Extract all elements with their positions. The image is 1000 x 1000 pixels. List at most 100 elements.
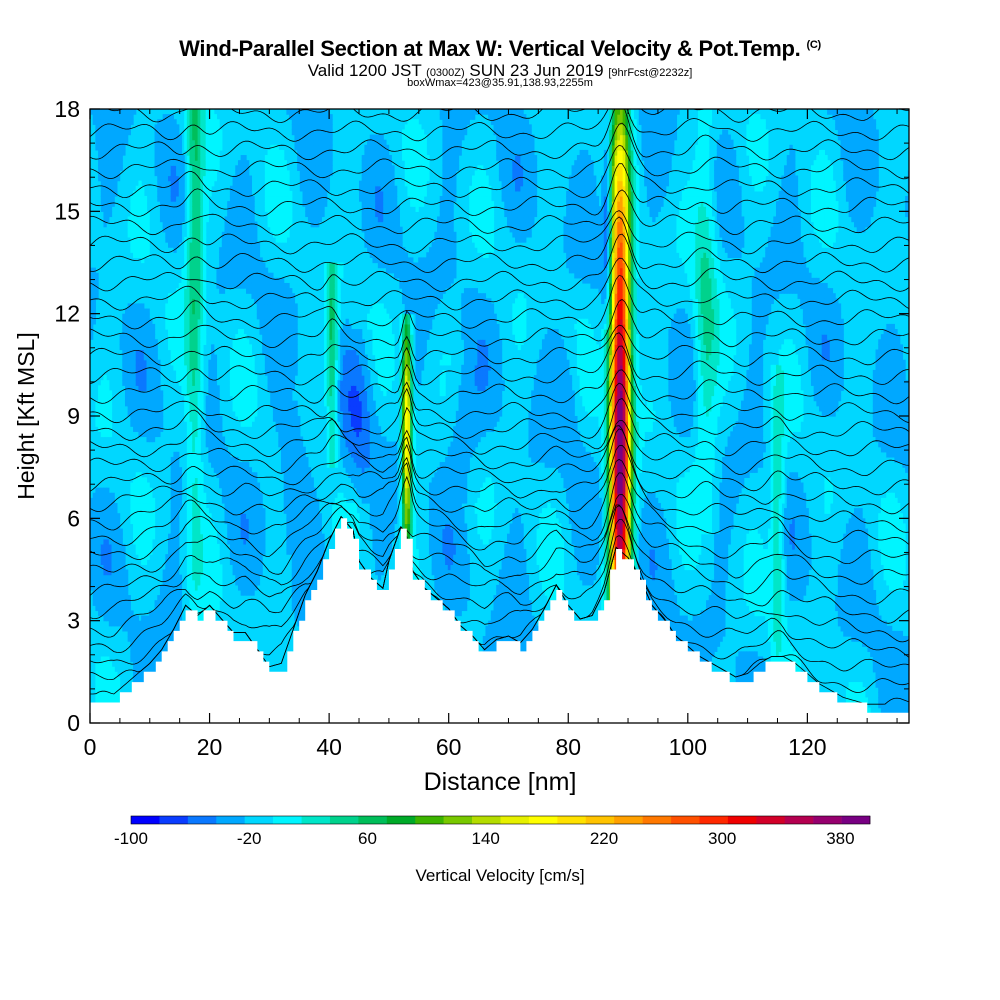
field-cell xyxy=(114,181,117,187)
field-cell xyxy=(117,677,120,683)
field-cell xyxy=(216,165,219,171)
field-cell xyxy=(152,324,155,330)
field-cell xyxy=(155,349,158,355)
field-cell xyxy=(254,396,257,402)
field-cell xyxy=(222,288,225,294)
field-cell xyxy=(176,554,179,560)
field-cell xyxy=(262,518,265,524)
field-cell xyxy=(152,334,155,340)
field-cell xyxy=(176,564,179,570)
field-cell xyxy=(206,206,209,212)
field-cell xyxy=(144,559,147,565)
field-cell xyxy=(198,416,201,422)
field-cell xyxy=(300,436,303,442)
field-cell xyxy=(211,344,214,350)
field-cell xyxy=(125,580,128,586)
field-cell xyxy=(289,288,292,294)
field-cell xyxy=(281,150,284,156)
field-cell xyxy=(294,319,297,325)
field-cell xyxy=(106,216,109,222)
field-cell xyxy=(176,124,179,130)
field-cell xyxy=(219,416,222,422)
field-cell xyxy=(144,206,147,212)
field-cell xyxy=(208,191,211,197)
field-cell xyxy=(211,181,214,187)
field-cell xyxy=(122,150,125,156)
field-cell xyxy=(216,119,219,125)
field-cell xyxy=(219,129,222,135)
field-cell xyxy=(254,380,257,386)
field-cell xyxy=(125,575,128,581)
field-cell xyxy=(203,247,206,253)
field-cell xyxy=(112,667,115,673)
field-cell xyxy=(179,590,182,596)
field-cell xyxy=(216,406,219,412)
field-cell xyxy=(200,483,203,489)
field-cell xyxy=(214,114,217,120)
field-cell xyxy=(203,237,206,243)
field-cell xyxy=(294,401,297,407)
field-cell xyxy=(198,442,201,448)
field-cell xyxy=(146,227,149,233)
field-cell xyxy=(133,109,136,115)
field-cell xyxy=(257,252,260,258)
field-cell xyxy=(219,575,222,581)
field-cell xyxy=(109,662,112,668)
field-cell xyxy=(112,196,115,202)
field-cell xyxy=(219,421,222,427)
field-cell xyxy=(160,421,163,427)
field-cell xyxy=(146,247,149,253)
field-cell xyxy=(181,155,184,161)
field-cell xyxy=(203,334,206,340)
field-cell xyxy=(122,559,125,565)
field-cell xyxy=(249,186,252,192)
field-cell xyxy=(181,165,184,171)
field-cell xyxy=(125,570,128,576)
field-cell xyxy=(200,355,203,361)
field-cell xyxy=(219,135,222,141)
field-cell xyxy=(203,222,206,228)
field-cell xyxy=(286,283,289,289)
field-cell xyxy=(103,375,106,381)
field-cell xyxy=(109,431,112,437)
field-cell xyxy=(284,237,287,243)
field-cell xyxy=(214,365,217,371)
field-cell xyxy=(262,534,265,540)
field-cell xyxy=(200,477,203,483)
field-cell xyxy=(200,375,203,381)
cross-section-chart: 0 20 40 60 80 100 1200369121518 Distance [nm] … xyxy=(0,0,1000,1000)
field-cell xyxy=(305,462,308,468)
field-cell xyxy=(200,385,203,391)
field-cell xyxy=(181,211,184,217)
field-cell xyxy=(179,483,182,489)
field-cell xyxy=(152,529,155,535)
field-cell xyxy=(206,201,209,207)
field-cell xyxy=(203,498,206,504)
field-cell xyxy=(146,309,149,315)
field-cell xyxy=(294,309,297,315)
field-cell xyxy=(114,186,117,192)
field-cell xyxy=(120,155,123,161)
field-cell xyxy=(203,314,206,320)
field-cell xyxy=(294,344,297,350)
field-cell xyxy=(203,273,206,279)
field-cell xyxy=(176,523,179,529)
field-cell xyxy=(181,186,184,192)
field-cell xyxy=(157,375,160,381)
field-cell xyxy=(120,160,123,166)
field-cell xyxy=(206,216,209,222)
field-cell xyxy=(289,191,292,197)
field-cell xyxy=(128,605,131,611)
field-cell xyxy=(179,232,182,238)
field-cell xyxy=(109,421,112,427)
field-cell xyxy=(109,401,112,407)
field-cell xyxy=(289,390,292,396)
field-cell xyxy=(95,293,98,299)
field-cell xyxy=(157,431,160,437)
field-cell xyxy=(152,534,155,540)
field-cell xyxy=(179,575,182,581)
field-cell xyxy=(203,324,206,330)
field-cell xyxy=(155,355,158,361)
field-cell xyxy=(251,365,254,371)
field-cell xyxy=(214,539,217,545)
